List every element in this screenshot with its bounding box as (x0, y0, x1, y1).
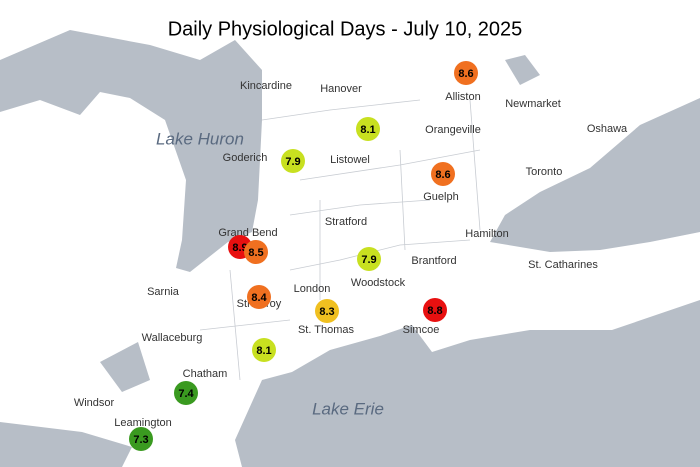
place-label: Guelph (423, 191, 458, 203)
station-marker (454, 61, 478, 85)
place-label: Kincardine (240, 80, 292, 92)
station-marker (252, 338, 276, 362)
place-label: Hanover (320, 83, 362, 95)
place-label: Leamington (114, 417, 172, 429)
lake-ontario-shape (490, 98, 700, 252)
place-label: Goderich (223, 152, 268, 164)
station-value: 8.8 (427, 305, 442, 317)
place-label: St. Catharines (528, 259, 598, 271)
place-label: Hamilton (465, 228, 508, 240)
place-label: Toronto (526, 166, 563, 178)
station-marker (315, 299, 339, 323)
place-label: Chatham (183, 368, 228, 380)
station-marker (129, 427, 153, 451)
lake-st-clair-shape (100, 342, 150, 392)
station-value: 7.4 (178, 388, 194, 400)
lake-erie-shape (235, 300, 700, 467)
station-marker (281, 149, 305, 173)
station-value: 8.5 (248, 247, 263, 259)
station-value: 8.9 (232, 242, 247, 254)
west-erie-shape (0, 422, 132, 467)
station-value: 8.4 (251, 292, 267, 304)
station-value: 8.6 (458, 68, 473, 80)
place-label: Grand Bend (218, 227, 277, 239)
place-label: Listowel (330, 154, 370, 166)
lake-label: Lake Huron (156, 129, 244, 148)
place-label: Wallaceburg (142, 332, 203, 344)
station-value: 8.1 (360, 124, 375, 136)
station-value: 7.3 (133, 434, 148, 446)
map-title: Daily Physiological Days - July 10, 2025 (168, 18, 523, 40)
place-label: St. Thomas (298, 324, 355, 336)
station-marker (431, 162, 455, 186)
place-label: Newmarket (505, 98, 561, 110)
georgian-bay-shape (505, 55, 540, 85)
station-value: 8.1 (256, 345, 271, 357)
lake-huron-shape (0, 30, 262, 272)
place-label: Stratford (325, 216, 367, 228)
place-label: Woodstock (351, 277, 406, 289)
station-marker (174, 381, 198, 405)
place-label: Brantford (411, 255, 456, 267)
station-marker (356, 117, 380, 141)
place-label: Windsor (74, 397, 115, 409)
lake-label: Lake Erie (312, 399, 384, 418)
place-label: Simcoe (403, 324, 440, 336)
station-value: 7.9 (285, 156, 300, 168)
place-label: London (294, 283, 331, 295)
place-label: Alliston (445, 91, 480, 103)
place-label: Orangeville (425, 124, 481, 136)
station-marker (357, 247, 381, 271)
station-value: 7.9 (361, 254, 376, 266)
station-value: 8.6 (435, 169, 450, 181)
station-marker (423, 298, 447, 322)
station-value: 8.3 (319, 306, 334, 318)
station-marker (247, 285, 271, 309)
place-label: Oshawa (587, 123, 628, 135)
place-label: Sarnia (147, 286, 180, 298)
station-marker (244, 240, 268, 264)
